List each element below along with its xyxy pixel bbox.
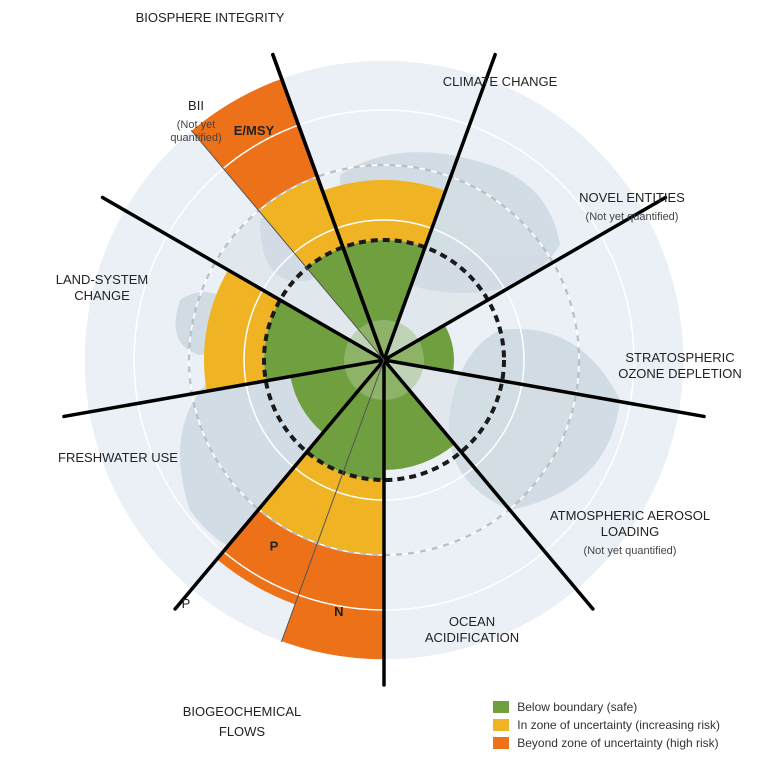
label-climate_change: CLIMATE CHANGE (443, 74, 558, 89)
group-label: FLOWS (219, 724, 266, 739)
label-novel_entities: NOVEL ENTITIES (579, 190, 685, 205)
legend-label: Beyond zone of uncertainty (high risk) (517, 736, 718, 750)
label-freshwater: FRESHWATER USE (58, 450, 178, 465)
label-land_system: CHANGE (74, 288, 130, 303)
slice-text-biogeo_n: N (334, 604, 343, 619)
sublabel-aerosol_loading: (Not yet quantified) (584, 545, 677, 557)
label-aerosol_loading: LOADING (601, 524, 660, 539)
group-label: BIOGEOCHEMICAL (183, 704, 301, 719)
label-biogeo_p-outer: P (182, 596, 191, 611)
label-land_system: LAND-SYSTEM (56, 272, 148, 287)
planetary-boundaries-diagram: N P E/MSY CLIMATE CHANGE NOVEL ENTITIES (Not … (0, 0, 768, 774)
legend: Below boundary (safe) In zone of uncertai… (493, 696, 720, 750)
sublabel-bii: quantified) (170, 132, 221, 144)
group-label: BIOSPHERE INTEGRITY (136, 10, 285, 25)
label-ozone_depletion: STRATOSPHERIC (625, 350, 734, 365)
legend-swatch (493, 737, 509, 749)
label-ocean_acid: ACIDIFICATION (425, 630, 519, 645)
legend-label: Below boundary (safe) (517, 700, 637, 714)
label-ocean_acid: OCEAN (449, 614, 495, 629)
legend-item: In zone of uncertainty (increasing risk) (493, 718, 720, 732)
legend-item: Below boundary (safe) (493, 700, 720, 714)
legend-swatch (493, 701, 509, 713)
legend-item: Beyond zone of uncertainty (high risk) (493, 736, 720, 750)
sublabel-bii: (Not yet (177, 119, 216, 131)
slice-text-emsy: E/MSY (234, 123, 275, 138)
slice-text-biogeo_p: P (270, 539, 279, 554)
sublabel-novel_entities: (Not yet quantified) (586, 211, 679, 223)
legend-swatch (493, 719, 509, 731)
label-bii: BII (188, 98, 204, 113)
label-aerosol_loading: ATMOSPHERIC AEROSOL (550, 508, 710, 523)
label-ozone_depletion: OZONE DEPLETION (618, 366, 742, 381)
legend-label: In zone of uncertainty (increasing risk) (517, 718, 720, 732)
